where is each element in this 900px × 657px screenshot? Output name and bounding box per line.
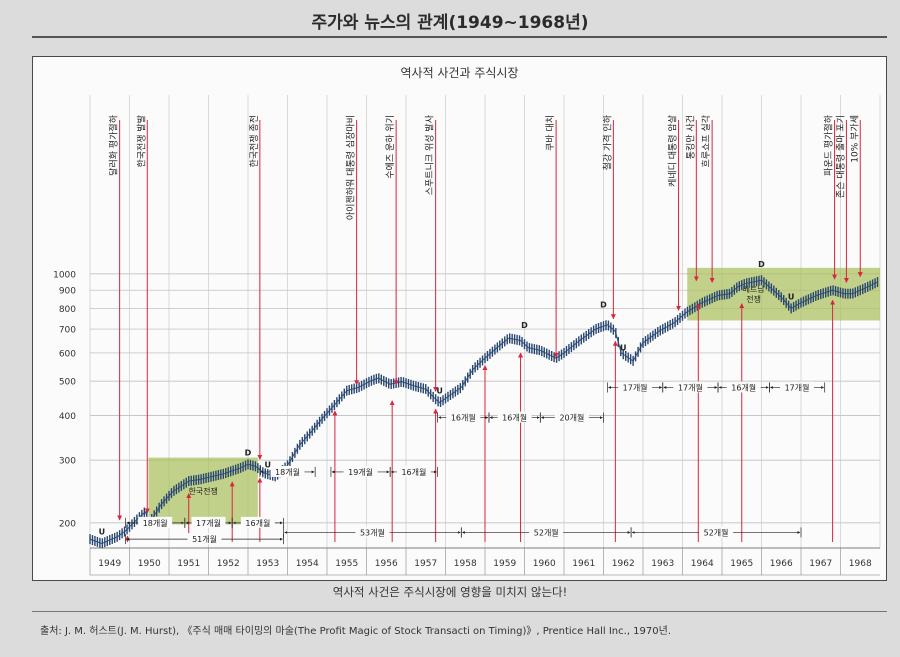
extreme-marker: D xyxy=(521,321,528,330)
extreme-marker: U xyxy=(99,528,106,537)
event-label: 아이젠하워 대통령 심장마비 xyxy=(345,115,357,220)
interval-label-bg xyxy=(699,526,734,538)
year-label: 1949 xyxy=(98,559,121,569)
year-label: 1950 xyxy=(138,559,161,569)
interval-label-bg xyxy=(191,516,226,528)
extreme-marker: D xyxy=(245,448,252,457)
event-label: 한국전쟁 발발 xyxy=(136,115,147,168)
interval-label-bg xyxy=(355,526,390,538)
interval-label: 16개월 xyxy=(731,382,756,392)
interval-label: 18개월 xyxy=(275,467,300,477)
interval-label: 52개월 xyxy=(534,527,559,537)
event-label: 쿠바 대치 xyxy=(544,115,556,151)
year-label: 1967 xyxy=(809,559,832,569)
interval-label: 16개월 xyxy=(451,413,476,423)
year-label: 1960 xyxy=(533,559,556,569)
interval-label-bg xyxy=(396,465,431,477)
y-tick-label: 800 xyxy=(59,305,76,315)
event-label: 10% 부가세 xyxy=(849,115,860,163)
year-label: 1962 xyxy=(612,559,635,569)
event-label: 흐루쇼프 실각 xyxy=(700,115,712,168)
year-label: 1955 xyxy=(335,559,358,569)
y-tick-label: 600 xyxy=(59,349,76,359)
page-title: 주가와 뉴스의 관계(1949~1968년) xyxy=(311,13,589,33)
year-label: 1964 xyxy=(691,559,714,569)
year-label: 1957 xyxy=(414,559,437,569)
y-tick-label: 500 xyxy=(59,378,76,388)
interval-label-bg xyxy=(780,381,815,393)
interval-label-bg xyxy=(554,411,589,423)
event-label: 스푸트니크 위성 발사 xyxy=(425,114,436,195)
interval-label-bg xyxy=(529,526,564,538)
event-label: 통킹만 사건 xyxy=(684,115,696,159)
year-label: 1954 xyxy=(296,559,319,569)
year-label: 1958 xyxy=(454,559,477,569)
event-label: 한국전쟁 종전 xyxy=(249,115,260,168)
extreme-marker: U xyxy=(436,387,443,396)
y-tick-label: 200 xyxy=(59,519,76,529)
interval-label: 51개월 xyxy=(192,534,217,544)
interval-label: 17개월 xyxy=(623,382,648,392)
interval-label-bg xyxy=(446,411,481,423)
extreme-marker: U xyxy=(620,344,627,353)
source-rule xyxy=(32,611,887,612)
shaded-period-label: 전쟁 xyxy=(746,294,761,304)
interval-label: 16개월 xyxy=(245,518,270,528)
interval-label: 16개월 xyxy=(502,413,527,423)
source-note: 출처: J. M. 허스트(J. M. Hurst), 《주식 매매 타이밍의 … xyxy=(40,626,672,637)
chart-title: 역사적 사건과 주식시장 xyxy=(400,66,519,80)
year-label: 1966 xyxy=(770,559,793,569)
year-label: 1953 xyxy=(256,559,279,569)
y-tick-label: 1000 xyxy=(53,270,76,280)
y-tick-label: 900 xyxy=(59,287,76,297)
extreme-marker: U xyxy=(265,460,272,469)
event-label: 파운드 평가절하 xyxy=(823,114,835,176)
shaded-period-label: 한국전쟁 xyxy=(188,486,217,496)
chart-caption: 역사적 사건은 주식시장에 영향을 미치지 않는다! xyxy=(332,585,568,599)
shaded-period-label: 베트남 xyxy=(743,285,766,294)
year-label: 1951 xyxy=(177,559,200,569)
interval-label: 19개월 xyxy=(348,467,373,477)
event-label: 수에즈 운하 위기 xyxy=(385,115,396,179)
y-tick-label: 700 xyxy=(59,326,76,336)
title-rule xyxy=(32,36,887,38)
interval-label-bg xyxy=(240,516,275,528)
event-label: 존슨 대통령 출마 포기 xyxy=(834,115,846,198)
interval-label-bg xyxy=(673,381,708,393)
year-label: 1961 xyxy=(572,559,595,569)
year-label: 1956 xyxy=(375,559,398,569)
extreme-marker: U xyxy=(788,292,795,301)
interval-label: 16개월 xyxy=(401,467,426,477)
extreme-marker: D xyxy=(600,300,607,309)
y-tick-label: 400 xyxy=(59,412,76,422)
interval-label-bg xyxy=(618,381,653,393)
year-label: 1968 xyxy=(849,559,872,569)
interval-label: 52개월 xyxy=(704,527,729,537)
interval-label-bg xyxy=(343,465,378,477)
interval-label: 17개월 xyxy=(785,382,810,392)
year-label: 1952 xyxy=(217,559,240,569)
interval-label: 18개월 xyxy=(143,518,168,528)
interval-label: 17개월 xyxy=(196,518,221,528)
interval-label-bg xyxy=(187,533,222,545)
event-label: 달러화 평가절하 xyxy=(108,114,120,176)
interval-label-bg xyxy=(726,381,761,393)
year-label: 1959 xyxy=(493,559,516,569)
year-label: 1963 xyxy=(651,559,674,569)
interval-label: 17개월 xyxy=(678,382,703,392)
interval-label: 53개월 xyxy=(360,527,385,537)
extreme-marker: D xyxy=(758,260,765,269)
event-label: 철강 가격 인하 xyxy=(601,114,613,170)
interval-label-bg xyxy=(138,516,173,528)
event-label: 케네디 대통령 암살 xyxy=(667,115,679,187)
interval-label-bg xyxy=(270,465,305,477)
year-label: 1965 xyxy=(730,559,753,569)
interval-label: 20개월 xyxy=(559,413,584,423)
y-tick-label: 300 xyxy=(59,457,76,467)
interval-label-bg xyxy=(497,411,532,423)
